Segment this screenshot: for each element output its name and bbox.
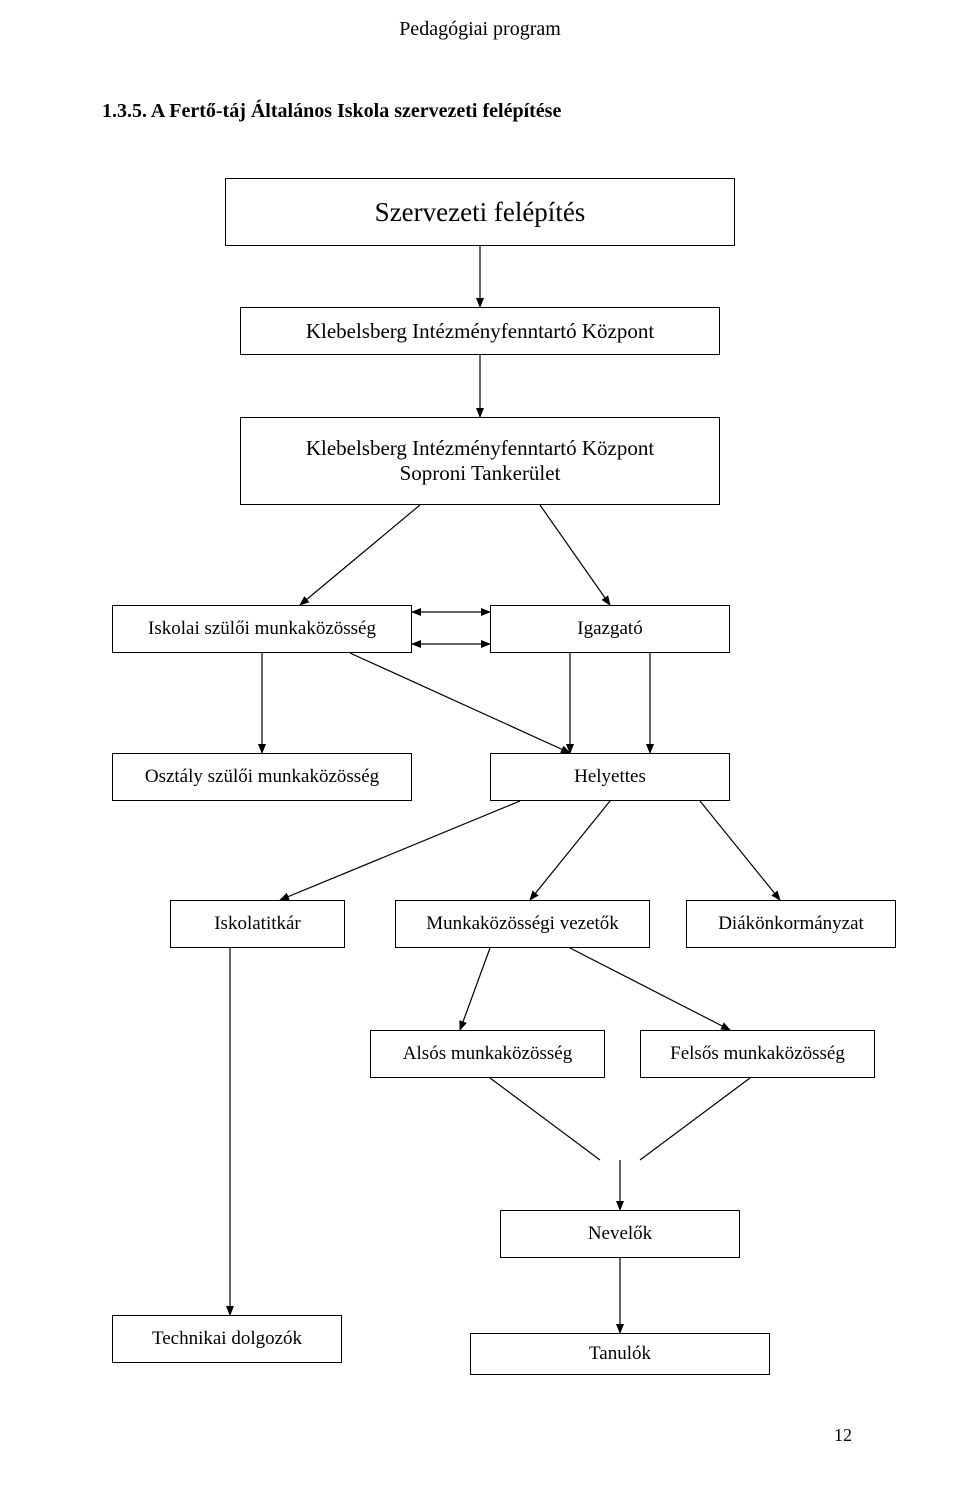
node-diakonkormanyzat: Diákönkormányzat — [686, 900, 896, 948]
node-label: Tanulók — [481, 1343, 759, 1365]
node-label: Nevelők — [511, 1223, 729, 1245]
node-label-line1: Klebelsberg Intézményfenntartó Központ — [306, 436, 654, 461]
node-munkakozossegi-vezetok: Munkaközösségi vezetők — [395, 900, 650, 948]
arrow-edge — [350, 653, 570, 753]
node-nevelok: Nevelők — [500, 1210, 740, 1258]
node-label: Igazgató — [501, 618, 719, 640]
node-label-line2: Soproni Tankerület — [400, 461, 561, 486]
arrow-edge — [300, 505, 420, 605]
arrow-edge — [540, 505, 610, 605]
node-label: Klebelsberg Intézményfenntartó Központ — [251, 319, 709, 344]
node-label: Szervezeti felépítés — [236, 197, 724, 228]
page-header: Pedagógiai program — [0, 18, 960, 41]
node-iskolatitkar: Iskolatitkár — [170, 900, 345, 948]
arrow-edge — [570, 948, 730, 1030]
node-osztaly-szuloi-munkakozosseg: Osztály szülői munkaközösség — [112, 753, 412, 801]
node-alsos-munkakozosseg: Alsós munkaközösség — [370, 1030, 605, 1078]
node-szervezeti-felepites: Szervezeti felépítés — [225, 178, 735, 246]
node-igazgato: Igazgató — [490, 605, 730, 653]
arrow-edge — [530, 801, 610, 900]
node-label: Technikai dolgozók — [123, 1328, 331, 1350]
section-title: 1.3.5. A Fertő-táj Általános Iskola szer… — [102, 100, 561, 123]
node-label: Helyettes — [501, 766, 719, 788]
node-label: Diákönkormányzat — [697, 913, 885, 935]
node-iskolai-szuloi-munkakozosseg: Iskolai szülői munkaközösség — [112, 605, 412, 653]
node-label: Alsós munkaközösség — [381, 1043, 594, 1065]
arrow-edge — [460, 948, 490, 1030]
arrow-edge — [490, 1078, 600, 1160]
arrow-edge — [640, 1078, 750, 1160]
node-tanulok: Tanulók — [470, 1333, 770, 1375]
node-technikai-dolgozok: Technikai dolgozók — [112, 1315, 342, 1363]
node-label: Iskolatitkár — [181, 913, 334, 935]
node-label: Munkaközösségi vezetők — [406, 913, 639, 935]
node-label: Iskolai szülői munkaközösség — [123, 618, 401, 640]
page: Pedagógiai program 1.3.5. A Fertő-táj Ál… — [0, 0, 960, 1506]
arrow-edge — [280, 801, 520, 900]
node-label: Osztály szülői munkaközösség — [123, 766, 401, 788]
page-number: 12 — [834, 1425, 852, 1446]
node-label: Felsős munkaközösség — [651, 1043, 864, 1065]
node-felsos-munkakozosseg: Felsős munkaközösség — [640, 1030, 875, 1078]
arrow-edge — [700, 801, 780, 900]
node-klebelsberg-soproni: Klebelsberg Intézményfenntartó Központ S… — [240, 417, 720, 505]
node-klebelsberg-kozpont: Klebelsberg Intézményfenntartó Központ — [240, 307, 720, 355]
node-helyettes: Helyettes — [490, 753, 730, 801]
